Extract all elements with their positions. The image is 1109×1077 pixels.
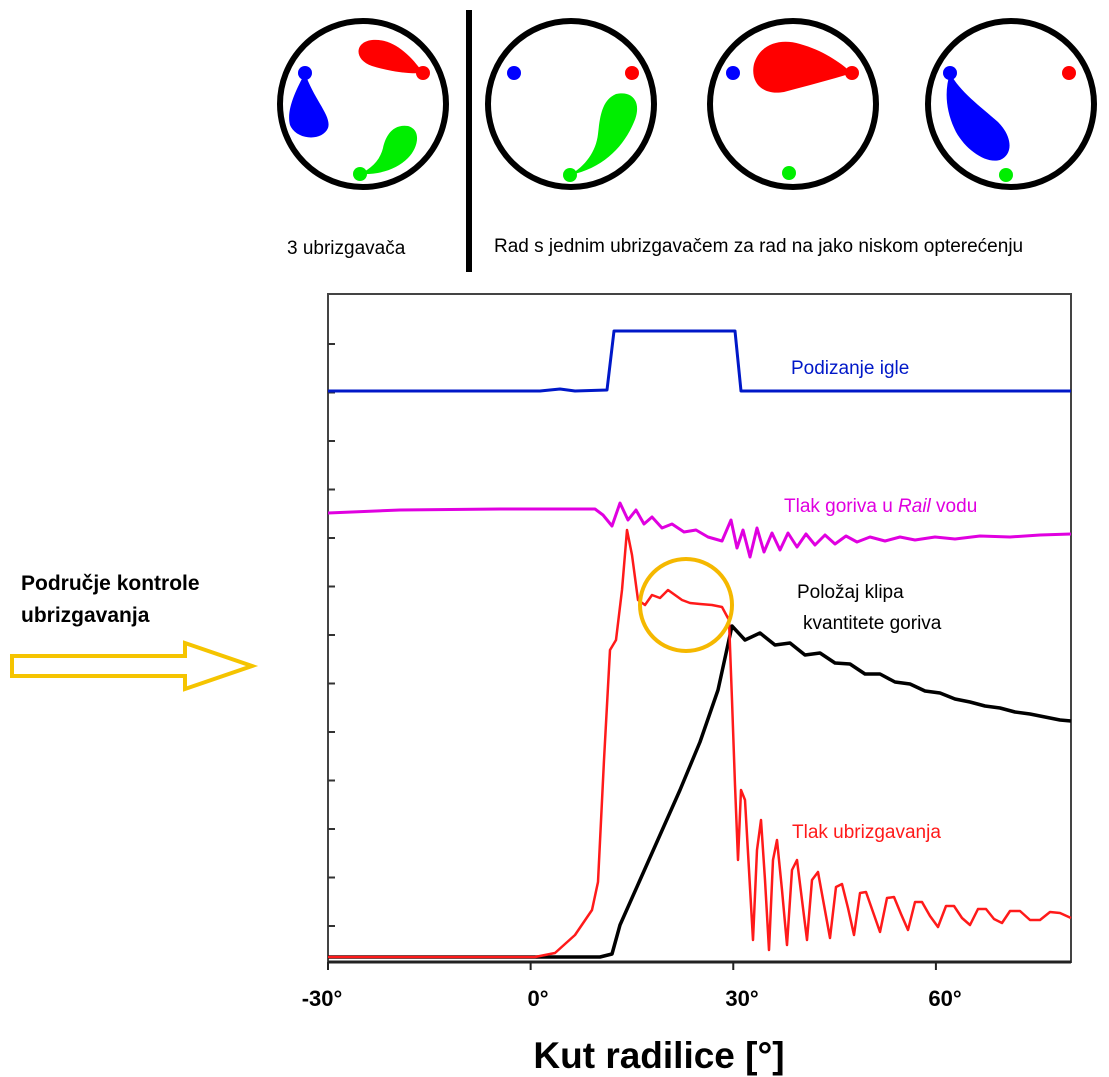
series-line-needle-lift: [328, 329, 1071, 393]
injector-blue: [943, 66, 957, 80]
injector-red: [845, 66, 859, 80]
hollow-arrow-right: [10, 640, 259, 692]
injector-red: [416, 66, 430, 80]
series-layer: [327, 329, 1072, 959]
diagram-green-only: [485, 18, 657, 190]
fuel-spray-red: [358, 39, 423, 74]
note-line-2: ubrizgavanja: [21, 604, 150, 627]
fuel-spray-red: [753, 41, 852, 93]
diagram-red-only: [707, 18, 879, 190]
injector-green: [563, 168, 577, 182]
injector-green: [353, 167, 367, 181]
caption-three-injectors: 3 ubrizgavača: [287, 238, 406, 259]
series-line-piston-position: [328, 624, 1072, 959]
cylinder-outline: [707, 18, 879, 190]
note-line-1: Područje kontrole: [21, 572, 200, 595]
injector-blue: [507, 66, 521, 80]
rail-label-suffix: vodu: [931, 496, 977, 517]
series-line-injection-pressure: [328, 528, 1072, 959]
highlight-circle: [638, 557, 734, 653]
chart-area: [327, 293, 1072, 970]
fuel-spray-green: [360, 125, 418, 175]
fuel-spray-blue: [289, 73, 329, 138]
diagram-three-injectors: [277, 18, 449, 190]
injector-red: [1062, 66, 1076, 80]
fuel-spray-green: [570, 93, 638, 175]
cylinder-outline: [925, 18, 1097, 190]
series-label-needle-lift: Podizanje igle: [791, 358, 909, 379]
injector-green: [999, 168, 1013, 182]
injector-blue: [298, 66, 312, 80]
x-tick-label: 60°: [928, 986, 961, 1011]
injector-green: [782, 166, 796, 180]
x-tick-label: 30°: [725, 986, 758, 1011]
y-axis-ticks: [328, 343, 335, 927]
series-label-injection-pressure: Tlak ubrizgavanja: [792, 822, 941, 843]
fuel-spray-blue: [946, 73, 1010, 161]
injector-diagrams: [277, 10, 1097, 272]
cylinder-outline: [485, 18, 657, 190]
series-label-rail-pressure: Tlak goriva u Rail vodu: [784, 496, 977, 517]
x-axis-tickmarks: [327, 962, 937, 970]
caption-single-injector: Rad s jednim ubrizgavačem za rad na jako…: [494, 236, 1023, 257]
diagram-blue-only: [925, 18, 1097, 190]
injector-blue: [726, 66, 740, 80]
plot-frame: [327, 293, 1072, 963]
rail-label-italic: Rail: [898, 496, 932, 517]
rail-label-prefix: Tlak goriva u: [784, 496, 898, 517]
series-line-rail-pressure: [327, 501, 1072, 559]
series-label-piston-line2: kvantitete goriva: [803, 613, 942, 634]
cylinder-outline: [277, 18, 449, 190]
x-tick-label: -30°: [302, 986, 343, 1011]
injector-red: [625, 66, 639, 80]
x-axis-title: Kut radilice [°]: [533, 1035, 784, 1076]
series-label-piston-line1: Položaj klipa: [797, 582, 904, 603]
x-tick-label: 0°: [527, 986, 548, 1011]
